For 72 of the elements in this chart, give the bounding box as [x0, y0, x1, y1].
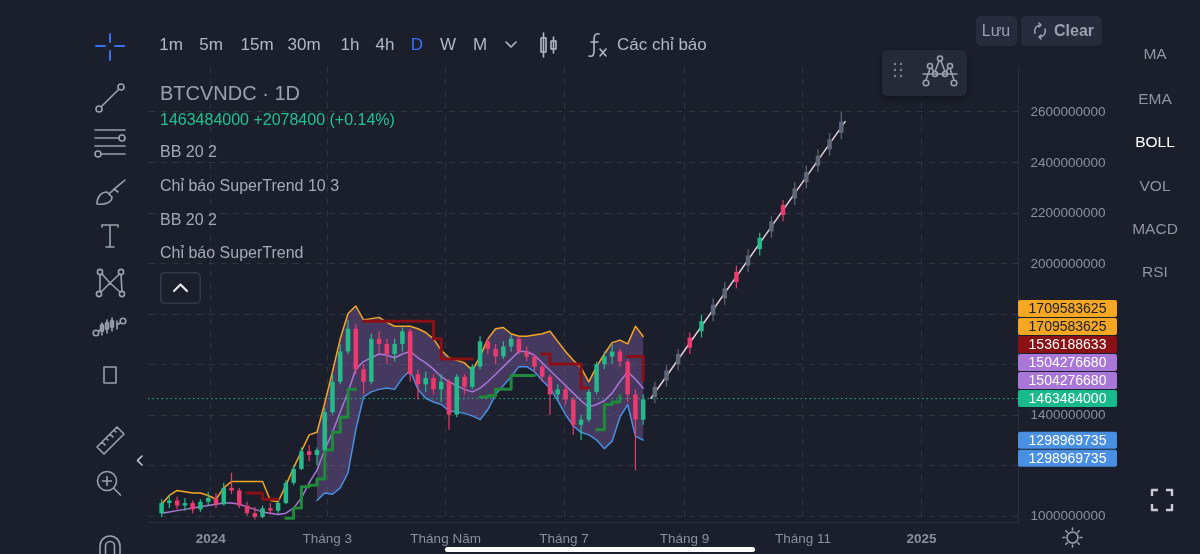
text: MA: [1143, 45, 1168, 62]
x-tick-label: Tháng Năm: [410, 530, 481, 546]
candlestick: [291, 464, 296, 486]
candlestick: [392, 338, 397, 363]
candlestick: [221, 482, 226, 507]
candlestick: [664, 364, 669, 388]
candlestick: [462, 373, 467, 396]
annotation: BB 20 2: [160, 211, 218, 228]
x-tick-label: Tháng 9: [659, 530, 710, 546]
text: W: [439, 35, 457, 54]
candlestick: [493, 343, 498, 365]
text: 15m: [240, 35, 274, 54]
text: 1709583625: [1028, 300, 1107, 317]
x-tick-label: 2025: [906, 530, 937, 546]
x-tick-label: 2024: [195, 530, 227, 546]
text: 1h: [340, 35, 360, 54]
text: BOLL: [1135, 133, 1176, 150]
candlestick: [299, 446, 304, 471]
text: 1298969735: [1028, 431, 1107, 448]
line-series: [316, 365, 644, 502]
candlestick: [237, 487, 242, 509]
text: 1463484000 +2078400 (+0.14%): [160, 111, 395, 128]
candlestick: [699, 314, 704, 339]
candlestick: [423, 371, 428, 393]
text: 1504276680: [1028, 372, 1107, 389]
y-tick-label: 1400000000: [1030, 407, 1106, 423]
ref-line-label: 1463484000: [1028, 390, 1107, 407]
candlestick: [609, 343, 615, 365]
candlestick: [361, 363, 366, 396]
y-tick-label: 2600000000: [1030, 103, 1106, 119]
text: RSI: [1142, 263, 1168, 280]
candlestick: [757, 232, 762, 257]
candlestick: [400, 326, 405, 353]
candlestick: [745, 248, 751, 273]
text: 1298969735: [1028, 449, 1107, 466]
annotation: Chỉ báo SuperTrend 10 3: [160, 177, 340, 194]
candlestick: [182, 497, 188, 512]
text: 1504276680: [1028, 354, 1107, 371]
text: 1536188633: [1028, 336, 1107, 353]
y-tick-label: 1000000000: [1030, 508, 1106, 524]
candlestick: [792, 181, 797, 206]
text: EMA: [1138, 90, 1173, 107]
text: VOL: [1139, 177, 1171, 194]
text: Clear: [1054, 22, 1095, 39]
text: 5m: [199, 35, 223, 54]
text: 1m: [159, 35, 183, 54]
text: 4h: [375, 35, 395, 54]
candlestick: [827, 132, 832, 157]
candlestick: [839, 110, 844, 140]
x-tick-label: Tháng 3: [302, 530, 352, 546]
candlestick: [734, 264, 739, 289]
candlestick: [769, 215, 774, 239]
annotation: BB 20 2: [160, 143, 218, 160]
text: D: [410, 35, 424, 54]
annotation: Chỉ báo SuperTrend: [160, 244, 304, 261]
text: BTCVNDC · 1D: [160, 82, 301, 104]
y-tick-label: 2200000000: [1030, 205, 1106, 221]
text: MACD: [1132, 220, 1178, 237]
candlestick: [470, 363, 475, 390]
text: Lưu: [981, 22, 1011, 39]
text: 30m: [287, 35, 321, 54]
x-tick-label: Tháng 7: [539, 530, 589, 546]
text: M: [472, 35, 488, 54]
y-tick-label: 2000000000: [1030, 255, 1106, 271]
text: 1709583625: [1028, 318, 1107, 335]
candlestick: [640, 393, 646, 426]
text: Các chỉ báo: [617, 35, 707, 54]
x-tick-label: Tháng 11: [774, 530, 831, 546]
candlestick: [431, 373, 436, 396]
candlestick: [804, 165, 809, 190]
y-tick-label: 2400000000: [1030, 154, 1106, 170]
candlestick: [229, 472, 234, 495]
